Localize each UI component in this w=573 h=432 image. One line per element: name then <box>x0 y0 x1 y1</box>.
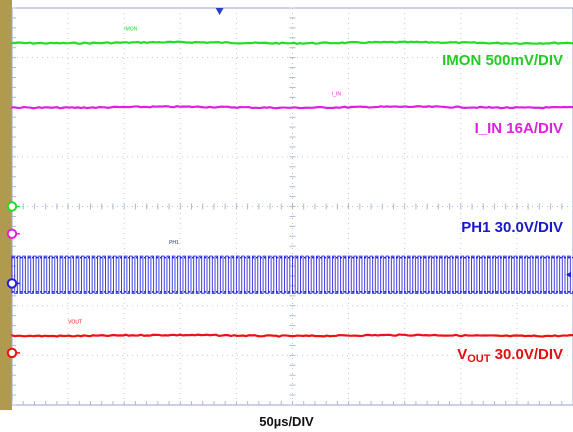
iin-channel-label: I_IN 16A/DIV <box>474 120 563 137</box>
vout-channel-label: VOUT 30.0V/DIV <box>457 346 563 365</box>
vout-subscript: OUT <box>467 353 491 365</box>
oscilloscope-screen: IMON I_IN PH1 VOUT <box>0 0 573 410</box>
ph1-ground-marker <box>6 278 18 289</box>
ph1-trace <box>11 255 573 294</box>
left-strip <box>0 0 12 410</box>
ph1-channel-label: PH1 30.0V/DIV <box>461 219 563 236</box>
timebase-label: 50µs/DIV <box>259 414 314 429</box>
i-in-screen-tag: I_IN <box>332 91 342 97</box>
imon-screen-tag: IMON <box>124 27 137 33</box>
vout-scale: 30.0V/DIV <box>490 346 563 363</box>
i-in-ground-marker <box>6 228 18 239</box>
imon-channel-label: IMON 500mV/DIV <box>442 52 563 69</box>
trigger-marker <box>215 8 224 15</box>
vout-screen-tag: VOUT <box>68 320 82 326</box>
i-in-trace <box>10 105 573 110</box>
vout-trace <box>10 333 573 338</box>
vout-v: V <box>457 346 468 363</box>
ph1-screen-tag: PH1 <box>169 240 179 246</box>
imon-ground-marker <box>6 201 18 212</box>
vout-ground-marker <box>6 347 18 359</box>
ph1-end-arrow <box>566 271 571 278</box>
imon-trace <box>10 40 573 45</box>
